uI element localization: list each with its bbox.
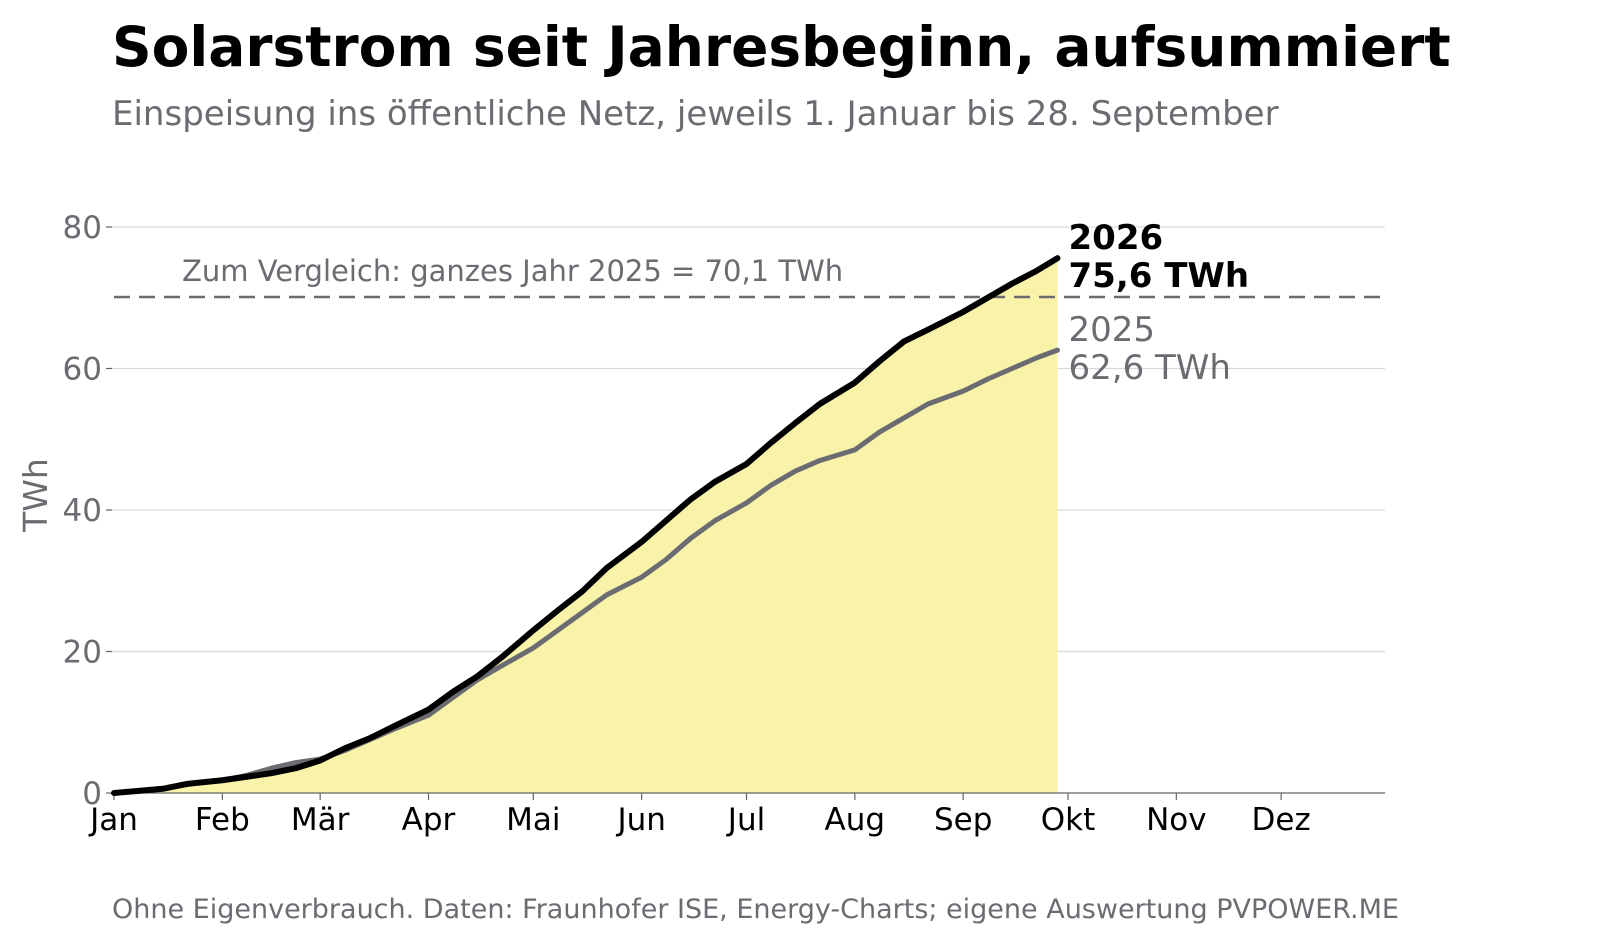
axis-layer: 0 20 40 60 80 TWh Jan Feb Mär Apr Mai Jun Jul Aug Sep O… [16,210,1385,838]
end-label-2026-year: 2026 [1069,218,1164,258]
chart-subtitle: Einspeisung ins öffentliche Netz, jeweil… [112,94,1279,134]
x-tick-label: Sep [934,802,992,838]
end-label-2025-year: 2025 [1069,310,1156,350]
x-tick-label: Nov [1146,802,1207,838]
series-line-2025 [111,347,1061,796]
y-axis-title: TWh [16,458,55,533]
x-tick-label: Jul [726,802,765,838]
y-tick-label: 40 [63,493,102,529]
x-tick-label: Aug [825,802,886,838]
x-tick-label: Jun [615,802,665,838]
x-tick-label: Feb [195,802,250,838]
end-label-2026-value: 75,6 TWh [1069,256,1250,296]
series-layer [111,255,1061,796]
end-label-2025-value: 62,6 TWh [1069,348,1231,388]
series-line-2026 [111,255,1061,796]
y-tick-label: 80 [63,210,102,246]
y-tick-label: 60 [63,352,102,388]
reference-layer: Zum Vergleich: ganzes Jahr 2025 = 70,1 T… [114,254,1385,299]
x-tick-label: Apr [402,802,456,838]
x-tick-label: Okt [1041,802,1096,838]
x-tick-label: Jan [88,802,138,838]
chart-title: Solarstrom seit Jahresbeginn, aufsummier… [112,15,1451,79]
area-layer [114,258,1058,793]
x-tick-label: Mär [291,802,350,838]
area-fill-2026 [114,258,1058,793]
reference-label: Zum Vergleich: ganzes Jahr 2025 = 70,1 T… [182,254,843,288]
x-tick-label: Mai [506,802,560,838]
y-tick-label: 20 [63,635,102,671]
y-tick-label: 0 [82,776,102,812]
x-tick-label: Dez [1252,802,1311,838]
source-footnote: Ohne Eigenverbrauch. Daten: Fraunhofer I… [112,894,1399,925]
